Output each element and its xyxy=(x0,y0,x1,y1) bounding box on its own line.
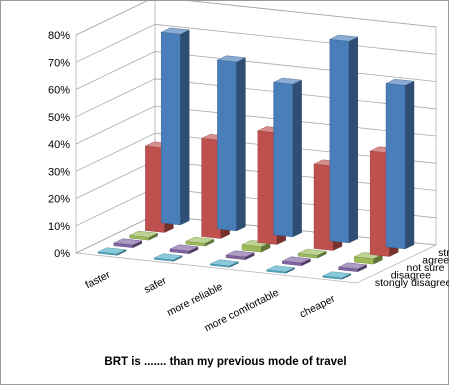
category-label: more reliable xyxy=(165,281,225,319)
series-label: disagree xyxy=(391,270,431,282)
chart-caption: BRT is ....... than my previous mode of … xyxy=(104,356,347,368)
bar-strongly-agree-cheaper xyxy=(385,78,415,250)
series-label: not sure xyxy=(407,262,445,274)
y-tick-label: 60% xyxy=(48,85,70,97)
series-label: agree xyxy=(422,254,449,266)
bar-strongly-agree-faster xyxy=(160,27,190,226)
bar-disagree-safer xyxy=(169,244,199,255)
bar-stongly-disagree-more-reliable xyxy=(209,259,240,268)
y-tick-label: 40% xyxy=(48,139,70,151)
bar-strongly-agree-more-comfortable xyxy=(329,34,359,244)
y-tick-label: 0% xyxy=(54,248,70,260)
bar-not-sure-faster xyxy=(128,230,159,241)
bar-not-sure-more-comfortable xyxy=(297,248,327,259)
bar-disagree-more-comfortable xyxy=(281,256,312,267)
bar-disagree-more-reliable xyxy=(225,250,255,261)
bar-stongly-disagree-safer xyxy=(153,253,183,262)
bar-strongly-agree-safer xyxy=(216,55,247,232)
series-label: stongly disagree xyxy=(375,277,449,289)
bar-disagree-cheaper xyxy=(337,262,368,273)
y-tick-label: 80% xyxy=(48,30,70,42)
y-tick-label: 70% xyxy=(48,57,70,69)
category-label: faster xyxy=(83,268,112,291)
gridline xyxy=(75,1,437,36)
y-tick-label: 20% xyxy=(48,194,70,206)
category-label: cheaper xyxy=(298,292,338,320)
y-tick-label: 50% xyxy=(48,112,70,124)
bar-not-sure-safer xyxy=(185,236,215,247)
y-tick-label: 30% xyxy=(48,166,70,178)
series-label: strongly agree xyxy=(438,247,449,259)
bar-disagree-faster xyxy=(113,238,143,249)
y-tick-label: 10% xyxy=(48,221,70,233)
bar-stongly-disagree-cheaper xyxy=(322,271,352,280)
side-wall xyxy=(75,1,156,254)
bar-strongly-agree-more-reliable xyxy=(272,77,303,238)
bars xyxy=(97,27,415,280)
bar-stongly-disagree-more-comfortable xyxy=(265,265,296,274)
category-label: safer xyxy=(142,274,169,296)
bar-stongly-disagree-faster xyxy=(97,247,127,256)
